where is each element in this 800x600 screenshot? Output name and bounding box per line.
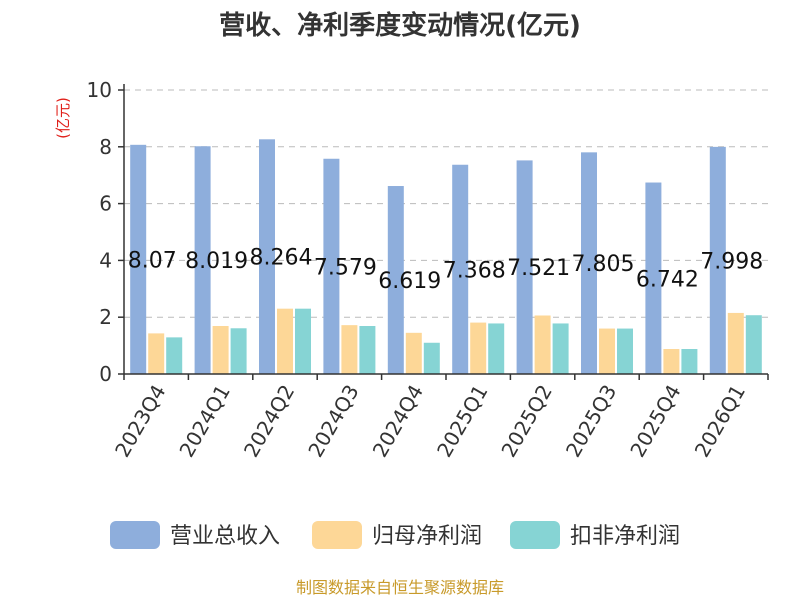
data-label-revenue: 7.368 <box>443 258 506 283</box>
data-label-revenue: 6.619 <box>378 269 441 294</box>
bar-parent_profit-2024Q4[interactable] <box>405 332 422 374</box>
legend-swatch <box>510 521 560 549</box>
y-tick-label: 10 <box>87 78 112 102</box>
bar-revenue-2026Q1[interactable] <box>709 146 726 374</box>
x-tick-label: 2025Q3 <box>561 381 621 462</box>
legend[interactable]: 营业总收入 归母净利润 扣非净利润 <box>110 521 680 549</box>
grid-lines <box>124 89 768 318</box>
bar-non_recurring_profit-2025Q4[interactable] <box>681 349 698 374</box>
bar-parent_profit-2023Q4[interactable] <box>148 333 165 374</box>
bar-non_recurring_profit-2026Q1[interactable] <box>745 315 762 374</box>
data-label-revenue: 8.019 <box>185 249 248 274</box>
legend-label: 归母净利润 <box>372 524 482 549</box>
x-tick-label: 2024Q3 <box>303 381 363 462</box>
legend-swatch <box>312 521 362 549</box>
y-tick-label: 0 <box>99 362 112 386</box>
bar-parent_profit-2024Q1[interactable] <box>212 326 229 374</box>
bar-revenue-2025Q2[interactable] <box>516 160 533 374</box>
bar-revenue-2024Q3[interactable] <box>323 158 340 374</box>
bar-non_recurring_profit-2024Q4[interactable] <box>423 342 440 374</box>
bar-revenue-2024Q4[interactable] <box>387 186 404 374</box>
x-tick-label: 2025Q4 <box>625 381 685 462</box>
data-source-note: 制图数据来自恒生聚源数据库 <box>296 578 504 597</box>
y-tick-label: 8 <box>99 135 112 159</box>
y-tick-label: 2 <box>99 305 112 329</box>
x-tick-label: 2024Q2 <box>239 381 299 462</box>
chart-title: 营收、净利季度变动情况(亿元) <box>219 10 581 41</box>
bar-revenue-2023Q4[interactable] <box>130 144 147 374</box>
bar-non_recurring_profit-2025Q3[interactable] <box>617 328 633 374</box>
bar-parent_profit-2025Q4[interactable] <box>663 349 680 374</box>
bar-revenue-2025Q4[interactable] <box>645 182 662 374</box>
x-tick-label: 2024Q1 <box>174 381 234 462</box>
legend-item-parent_profit[interactable]: 归母净利润 <box>312 521 482 549</box>
bar-revenue-2024Q2[interactable] <box>259 139 275 374</box>
bar-parent_profit-2025Q2[interactable] <box>534 315 551 374</box>
x-tick-label: 2023Q4 <box>110 381 170 462</box>
bar-parent_profit-2024Q3[interactable] <box>341 325 358 374</box>
bar-non_recurring_profit-2025Q2[interactable] <box>552 323 569 374</box>
x-tick-label: 2024Q4 <box>368 381 428 462</box>
bar-revenue-2025Q1[interactable] <box>452 164 469 374</box>
bar-parent_profit-2026Q1[interactable] <box>727 312 744 374</box>
bar-parent_profit-2024Q2[interactable] <box>277 308 293 374</box>
y-tick-label: 4 <box>99 248 112 272</box>
data-label-revenue: 7.521 <box>507 256 570 281</box>
data-label-revenue: 8.07 <box>128 248 177 273</box>
bar-non_recurring_profit-2025Q1[interactable] <box>488 323 505 374</box>
data-label-revenue: 7.805 <box>572 252 635 277</box>
legend-item-non_recurring_profit[interactable]: 扣非净利润 <box>510 521 680 549</box>
data-label-revenue: 8.264 <box>250 246 313 271</box>
x-tick-label: 2025Q1 <box>432 381 492 462</box>
data-label-revenue: 7.998 <box>700 249 763 274</box>
legend-label: 营业总收入 <box>170 524 280 549</box>
bar-non_recurring_profit-2024Q1[interactable] <box>230 328 247 374</box>
bars <box>130 139 762 374</box>
bar-revenue-2025Q3[interactable] <box>581 152 597 374</box>
y-axis-unit: (亿元) <box>54 97 72 139</box>
x-tick-label: 2026Q1 <box>690 381 750 462</box>
data-label-revenue: 7.579 <box>314 255 377 280</box>
bar-non_recurring_profit-2024Q2[interactable] <box>295 308 311 374</box>
bar-revenue-2024Q1[interactable] <box>194 146 211 374</box>
x-tick-label: 2025Q2 <box>496 381 556 462</box>
bar-non_recurring_profit-2023Q4[interactable] <box>166 337 183 374</box>
y-tick-label: 6 <box>99 192 112 216</box>
legend-label: 扣非净利润 <box>570 524 680 549</box>
legend-swatch <box>110 521 160 549</box>
bar-parent_profit-2025Q3[interactable] <box>599 328 615 374</box>
legend-item-revenue[interactable]: 营业总收入 <box>110 521 280 549</box>
bar-parent_profit-2025Q1[interactable] <box>470 322 487 374</box>
data-label-revenue: 6.742 <box>636 267 699 292</box>
bar-non_recurring_profit-2024Q3[interactable] <box>359 326 376 374</box>
